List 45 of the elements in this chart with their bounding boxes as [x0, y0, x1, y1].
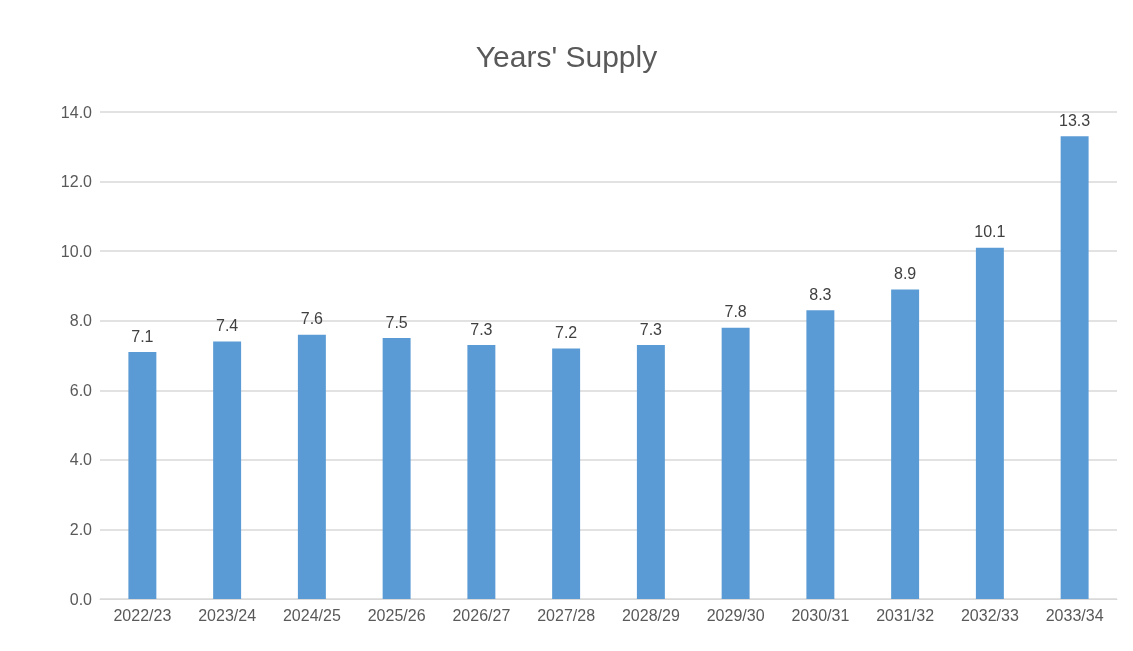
- data-label: 7.1: [131, 327, 154, 345]
- x-tick-label: 2033/34: [1045, 606, 1104, 624]
- y-tick-label: 4.0: [69, 451, 93, 469]
- bar: [297, 334, 326, 599]
- x-tick-label: 2025/26: [367, 606, 426, 624]
- data-label: 7.4: [216, 317, 239, 335]
- x-tick-label: 2027/28: [537, 606, 596, 624]
- x-tick-label: 2029/30: [706, 606, 765, 624]
- bar: [891, 289, 920, 599]
- y-tick-label: 12.0: [60, 173, 93, 191]
- data-label: 8.9: [894, 264, 917, 282]
- x-tick-label: 2022/23: [113, 606, 172, 624]
- bar: [128, 352, 157, 599]
- bar: [636, 345, 665, 599]
- data-label: 7.3: [639, 320, 663, 338]
- bar: [213, 341, 242, 599]
- chart-title: Years' Supply: [475, 39, 658, 73]
- x-tick-label: 2032/33: [960, 606, 1019, 624]
- data-label: 13.3: [1059, 111, 1091, 129]
- y-tick-label: 6.0: [69, 381, 93, 399]
- data-label: 10.1: [974, 223, 1006, 241]
- data-label: 7.8: [724, 303, 747, 321]
- x-tick-label: 2031/32: [876, 606, 935, 624]
- bar: [1060, 136, 1089, 599]
- data-label: 7.6: [300, 310, 324, 328]
- bar: [552, 348, 581, 599]
- x-tick-label: 2026/27: [452, 606, 511, 624]
- y-tick-label: 0.0: [69, 590, 93, 608]
- bar: [975, 247, 1004, 599]
- y-tick-label: 2.0: [69, 520, 93, 538]
- data-label: 8.3: [809, 285, 832, 303]
- x-tick-label: 2023/24: [198, 606, 257, 624]
- data-label: 7.5: [385, 313, 408, 331]
- y-tick-label: 14.0: [60, 103, 93, 121]
- data-label: 7.3: [470, 320, 493, 338]
- bar: [721, 327, 750, 599]
- bar: [806, 310, 835, 599]
- y-tick-label: 8.0: [69, 312, 93, 330]
- bar: [467, 345, 496, 599]
- data-label: 7.2: [555, 324, 578, 342]
- bar: [382, 338, 411, 599]
- x-tick-label: 2028/29: [621, 606, 680, 624]
- x-tick-label: 2030/31: [791, 606, 850, 624]
- y-tick-label: 10.0: [60, 242, 93, 260]
- x-tick-label: 2024/25: [282, 606, 341, 624]
